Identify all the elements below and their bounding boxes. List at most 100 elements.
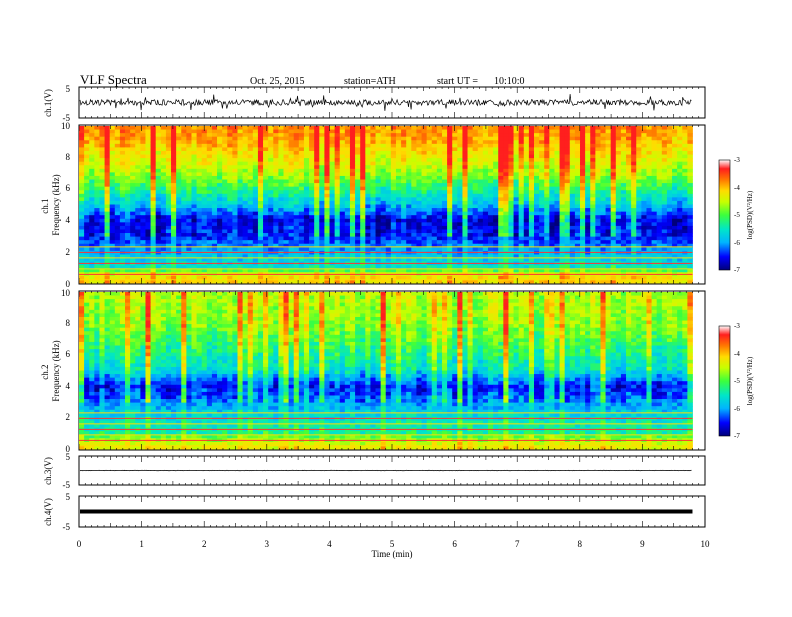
spectrogram-cell <box>641 215 647 220</box>
spectrogram-cell <box>620 265 627 270</box>
spectrogram-cell <box>549 161 555 166</box>
spectrogram-cell <box>590 175 596 180</box>
spectrogram-cell <box>360 168 366 173</box>
spectrogram-cell <box>672 158 678 163</box>
spectrogram-cell <box>380 204 387 209</box>
spectrogram-cell <box>227 133 233 138</box>
spectrogram-cell <box>472 211 479 216</box>
spectrogram-cell <box>160 222 167 227</box>
spectrogram-cell <box>421 183 428 188</box>
spectrogram-cell <box>620 204 627 209</box>
spectrogram-cell <box>549 265 555 270</box>
spectrogram-cell <box>447 265 453 270</box>
spectrogram-cell <box>523 208 530 213</box>
spectrogram-cell <box>242 175 249 180</box>
spectrogram-cell <box>165 172 172 177</box>
spectrogram-cell <box>672 208 678 213</box>
spectrogram-cell <box>135 193 141 198</box>
spectrogram-cell <box>666 215 673 220</box>
spectrogram-cell <box>626 168 632 173</box>
spectrogram-cell <box>401 218 407 223</box>
spectrogram-cell <box>324 165 330 170</box>
spectrogram-cell <box>268 154 274 159</box>
spectrogram-cell <box>595 233 601 238</box>
spectrogram-cell <box>94 215 100 220</box>
spectrogram-cell <box>79 168 85 173</box>
spectrogram-cell <box>84 215 90 220</box>
spectrogram-cell <box>472 222 479 227</box>
spectrogram-cell <box>329 143 336 148</box>
spectrogram-cell <box>370 225 376 230</box>
spectrogram-cell <box>574 200 581 205</box>
spectrogram-cell <box>595 161 601 166</box>
spectrogram-cell <box>206 154 213 159</box>
spectrogram-cell <box>217 150 223 155</box>
spectrogram-cell <box>104 204 111 209</box>
spectrogram-cell <box>559 222 566 227</box>
spectrogram-cell <box>79 158 85 163</box>
spectrogram-cell <box>109 247 116 252</box>
spectrogram-cell <box>600 183 606 188</box>
spectrogram-cell <box>585 158 591 163</box>
spectrogram-cell <box>626 240 632 245</box>
spectrogram-cell <box>339 240 346 245</box>
spectrogram-cell <box>539 175 545 180</box>
spectrogram-cell <box>487 200 494 205</box>
spectrogram-cell <box>360 208 366 213</box>
spectrogram-cell <box>293 268 300 273</box>
spectrogram-cell <box>288 233 295 238</box>
spectrogram-cell <box>237 140 243 145</box>
spectrogram-cell <box>615 129 622 134</box>
spectrogram-cell <box>140 179 146 184</box>
spectrogram-cell <box>687 161 693 166</box>
spectrogram-cell <box>580 197 586 202</box>
spectrogram-cell <box>580 225 586 230</box>
spectrogram-cell <box>493 265 499 270</box>
spectrogram-cell <box>626 147 632 152</box>
spectrogram-cell <box>580 143 586 148</box>
spectrogram-cell <box>145 161 151 166</box>
spectrogram-cell <box>441 268 448 273</box>
spectrogram-cell <box>344 204 351 209</box>
spectrogram-cell <box>595 243 601 248</box>
spectrogram-cell <box>554 175 560 180</box>
spectrogram-cell <box>349 193 356 198</box>
spectrogram-cell <box>314 222 320 227</box>
spectrogram-cell <box>661 161 668 166</box>
spectrogram-cell <box>160 208 167 213</box>
spectrogram-cell <box>99 136 105 141</box>
spectrogram-cell <box>595 179 601 184</box>
spectrogram-cell <box>528 168 535 173</box>
spectrogram-cell <box>191 172 197 177</box>
spectrogram-cell <box>569 254 576 259</box>
spectrogram-cell <box>89 126 95 130</box>
spectrogram-cell <box>283 158 289 163</box>
spectrogram-cell <box>672 147 678 152</box>
spectrogram-cell <box>472 197 479 202</box>
spectrogram-cell <box>462 254 468 259</box>
spectrogram-cell <box>79 254 85 259</box>
spectrogram-cell <box>242 186 249 191</box>
spectrogram-cell <box>206 158 213 163</box>
spectrogram-cell <box>395 172 402 177</box>
spectrogram-cell <box>523 236 530 241</box>
spectrogram-cell <box>263 236 269 241</box>
spectrogram-cell <box>528 179 535 184</box>
spectrogram-cell <box>165 133 172 138</box>
spectrogram-cell <box>191 150 197 155</box>
spectrogram-cell <box>324 215 330 220</box>
spectrogram-cell <box>119 140 126 145</box>
spectrogram-cell <box>211 254 218 259</box>
spectrogram-cell <box>232 186 238 191</box>
spectrogram-cell <box>646 186 652 191</box>
spectrogram-cell <box>145 254 151 259</box>
spectrogram-cell <box>150 215 157 220</box>
spectrogram-cell <box>677 136 683 141</box>
spectrogram-cell <box>631 147 637 152</box>
spectrogram-cell <box>334 186 341 191</box>
spectrogram-cell <box>585 126 591 130</box>
spectrogram-cell <box>298 200 305 205</box>
spectrogram-cell <box>339 190 346 195</box>
spectrogram-cell <box>247 172 254 177</box>
spectrogram-cell <box>462 258 468 262</box>
